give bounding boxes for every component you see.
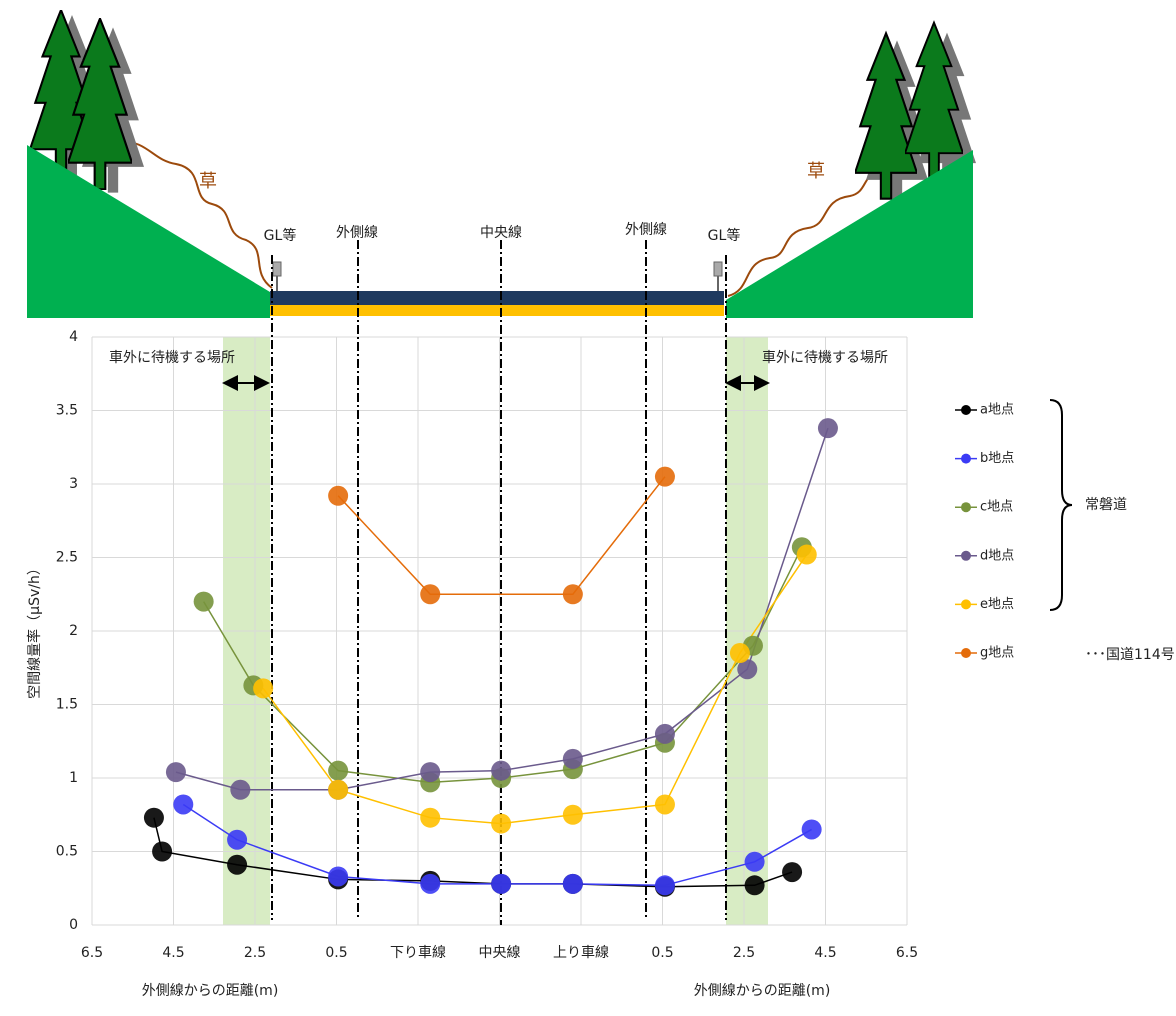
- data-point: [655, 724, 675, 744]
- legend-label: c地点: [980, 500, 1013, 515]
- legend-swatch: [961, 551, 971, 561]
- data-point: [563, 805, 583, 825]
- legend-group: 常磐道: [1085, 497, 1127, 513]
- road: [270, 291, 724, 305]
- data-point: [491, 814, 511, 834]
- x-tick-label: 4.5: [162, 945, 184, 961]
- x-tick-label: 0.5: [651, 945, 673, 961]
- illustration-label: 中央線: [480, 225, 522, 241]
- data-point: [655, 875, 675, 895]
- x-axis-title: 外側線からの距離(m): [694, 982, 831, 999]
- legend-swatch: [961, 454, 971, 464]
- legend-label: g地点: [980, 646, 1014, 661]
- x-axis-title: 外側線からの距離(m): [142, 982, 279, 999]
- illustration-label: 草: [199, 171, 217, 192]
- illustration-label: 草: [807, 161, 825, 182]
- data-point: [491, 874, 511, 894]
- data-point: [420, 808, 440, 828]
- x-tick-label: 0.5: [325, 945, 347, 961]
- y-tick-label: 4: [69, 329, 78, 345]
- annotation: 車外に待機する場所: [109, 349, 235, 366]
- x-tick-label: 中央線: [479, 945, 521, 961]
- data-point: [152, 842, 172, 862]
- data-point: [563, 874, 583, 894]
- data-point: [227, 830, 247, 850]
- data-point: [802, 819, 822, 839]
- y-tick-label: 3.5: [56, 403, 78, 419]
- x-tick-label: 6.5: [896, 945, 918, 961]
- data-point: [227, 855, 247, 875]
- legend-swatch: [961, 502, 971, 512]
- legend-label: e地点: [980, 597, 1014, 612]
- legend-swatch: [961, 648, 971, 658]
- data-point: [655, 467, 675, 487]
- data-point: [166, 762, 186, 782]
- y-tick-label: 0.5: [56, 844, 78, 860]
- data-point: [253, 678, 273, 698]
- data-point: [328, 486, 348, 506]
- brace: [1050, 400, 1072, 610]
- data-point: [745, 852, 765, 872]
- data-point: [420, 874, 440, 894]
- y-tick-label: 0: [69, 917, 78, 933]
- data-point: [782, 862, 802, 882]
- legend-swatch: [961, 599, 971, 609]
- data-point: [818, 418, 838, 438]
- x-tick-label: 6.5: [81, 945, 103, 961]
- annotation: 車外に待機する場所: [762, 349, 888, 366]
- y-tick-label: 2.5: [56, 550, 78, 566]
- illustration-label: 外側線: [336, 225, 378, 241]
- y-axis-title: 空間線量率（μSv/h）: [26, 561, 43, 699]
- hill: [726, 150, 973, 318]
- x-tick-label: 2.5: [733, 945, 755, 961]
- illustration-label: GL等: [264, 227, 297, 244]
- data-point: [420, 584, 440, 604]
- chart: GL等 外側線 中央線 外側線 GL等 草 草 車外に待機する場所 車外に待機す…: [0, 0, 1176, 1012]
- x-tick-label: 4.5: [814, 945, 836, 961]
- data-point: [420, 762, 440, 782]
- illustration-label: 外側線: [625, 222, 667, 238]
- y-tick-label: 2: [69, 623, 78, 639]
- illustration-label: GL等: [708, 227, 741, 244]
- x-tick-label: 上り車線: [553, 944, 609, 961]
- data-point: [730, 643, 750, 663]
- legend-label: b地点: [980, 451, 1014, 466]
- y-tick-label: 1.5: [56, 697, 78, 713]
- data-point: [797, 545, 817, 565]
- data-point: [328, 866, 348, 886]
- legend-group: ･･･国道114号: [1085, 647, 1175, 663]
- data-point: [745, 875, 765, 895]
- y-tick-label: 3: [69, 476, 78, 492]
- data-point: [563, 584, 583, 604]
- data-point: [230, 780, 250, 800]
- y-tick-label: 1: [69, 770, 78, 786]
- data-point: [144, 808, 164, 828]
- legend-label: d地点: [980, 548, 1014, 563]
- data-point: [328, 761, 348, 781]
- data-point: [491, 761, 511, 781]
- series-line: [204, 547, 802, 782]
- legend-swatch: [961, 405, 971, 415]
- data-point: [563, 749, 583, 769]
- legend-label: a地点: [980, 403, 1014, 418]
- data-point: [655, 794, 675, 814]
- data-point: [194, 592, 214, 612]
- x-tick-label: 2.5: [244, 945, 266, 961]
- data-point: [173, 794, 193, 814]
- road-edge: [270, 305, 724, 316]
- x-tick-label: 下り車線: [390, 944, 446, 961]
- data-point: [328, 780, 348, 800]
